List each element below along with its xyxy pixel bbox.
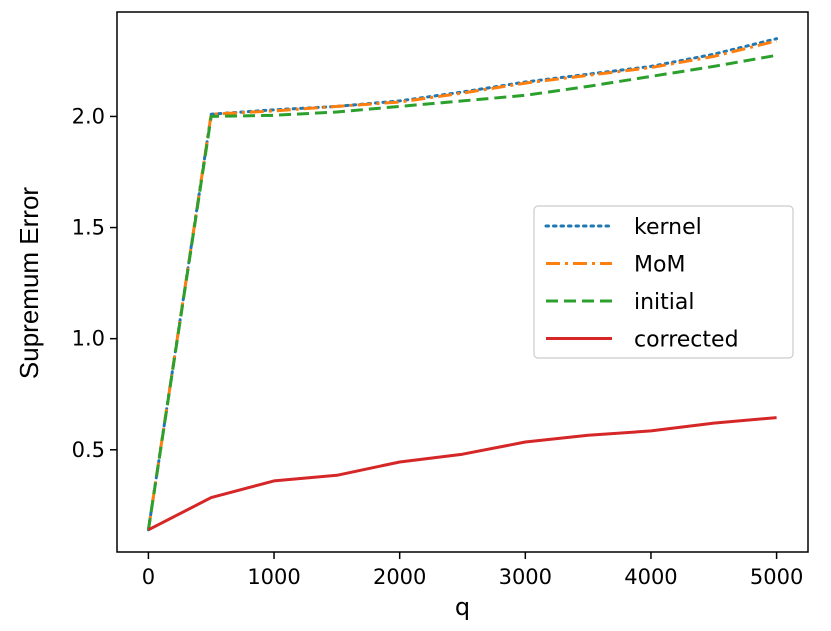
x-tick-label: 0 (142, 565, 155, 589)
legend-label-corrected: corrected (634, 328, 739, 353)
legend-label-initial: initial (634, 290, 695, 315)
x-tick-label: 4000 (624, 565, 677, 589)
x-axis-label: q (455, 593, 470, 621)
x-tick-label: 1000 (247, 565, 300, 589)
series-line-kernel (146, 37, 779, 532)
series-line-mom (146, 39, 777, 531)
y-tick-label: 0.5 (72, 438, 105, 462)
legend: kernel MoM initial corrected (533, 205, 794, 359)
series-line-corrected (147, 416, 777, 532)
x-tick-label: 5000 (750, 565, 803, 589)
legend-label-kernel: kernel (634, 215, 702, 240)
legend-box (533, 205, 794, 359)
legend-label-mom: MoM (634, 253, 685, 278)
plot-frame (116, 11, 809, 553)
y-tick-label: 2.0 (72, 104, 105, 128)
series-layer (146, 37, 779, 532)
y-axis: 0.5 1.0 1.5 2.0 (72, 104, 117, 462)
x-tick-label: 3000 (499, 565, 552, 589)
y-tick-label: 1.0 (72, 327, 105, 351)
y-axis-label: Supremum Error (14, 187, 44, 379)
y-tick-label: 1.5 (72, 216, 105, 240)
x-tick-label: 2000 (373, 565, 426, 589)
plot-area (116, 11, 809, 553)
series-line-initial (146, 53, 777, 531)
x-axis: 0 1000 2000 3000 4000 5000 (142, 552, 803, 589)
